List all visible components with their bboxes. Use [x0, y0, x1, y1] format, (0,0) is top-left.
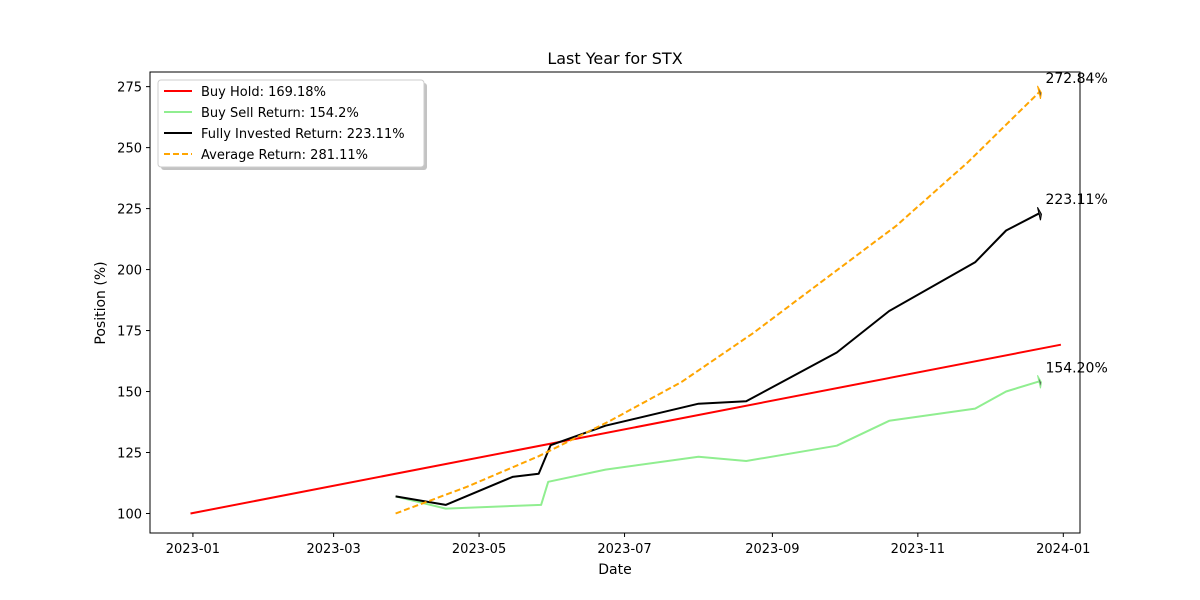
x-tick-label: 2023-03 [306, 542, 360, 557]
series-line [395, 91, 1041, 515]
annotation-arrow [1036, 375, 1042, 389]
x-axis-label: Date [598, 562, 631, 578]
legend-box [157, 79, 425, 168]
chart-title: Last Year for STX [547, 49, 682, 68]
legend-entry: Buy Hold: 169.18% [201, 85, 326, 100]
annotations: 272.84% 223.11% 154.20% [1036, 71, 1108, 389]
x-tick-label: 2023-11 [891, 542, 945, 557]
y-tick-label: 275 [117, 81, 142, 96]
annotation-label: 154.20% [1045, 360, 1107, 376]
x-ticks: 2023-01 2023-03 2023-05 2023-07 2023-09 2023-… [166, 533, 1090, 557]
x-tick-label: 2024-01 [1036, 542, 1090, 557]
legend-entry: Buy Sell Return: 154.2% [201, 106, 359, 121]
y-tick-label: 250 [117, 142, 142, 157]
x-tick-label: 2023-09 [745, 542, 799, 557]
annotation-arrow [1036, 206, 1042, 221]
y-ticks: 100 125 150 175 200 225 250 275 [117, 81, 150, 522]
plot-frame [149, 71, 1081, 534]
legend-entry: Average Return: 281.11% [201, 148, 368, 163]
annotation-label: 272.84% [1045, 71, 1107, 87]
legend: Buy Hold: 169.18% Buy Sell Return: 154.2%… [157, 79, 427, 170]
series-lines [190, 91, 1062, 515]
y-tick-label: 200 [117, 264, 142, 279]
y-tick-label: 225 [117, 203, 142, 218]
series-line [395, 212, 1040, 506]
y-tick-label: 175 [117, 325, 142, 340]
y-tick-label: 100 [117, 507, 142, 522]
x-tick-label: 2023-07 [597, 542, 651, 557]
x-tick-label: 2023-05 [452, 542, 506, 557]
legend-entry: Fully Invested Return: 223.11% [201, 127, 405, 142]
annotation-arrow [1036, 85, 1042, 100]
annotation-label: 223.11% [1045, 192, 1107, 208]
series-line [190, 343, 1062, 515]
series-line [395, 380, 1040, 510]
y-tick-label: 150 [117, 386, 142, 401]
y-tick-label: 125 [117, 447, 142, 462]
x-tick-label: 2023-01 [166, 542, 220, 557]
y-axis-label: Position (%) [93, 261, 109, 344]
